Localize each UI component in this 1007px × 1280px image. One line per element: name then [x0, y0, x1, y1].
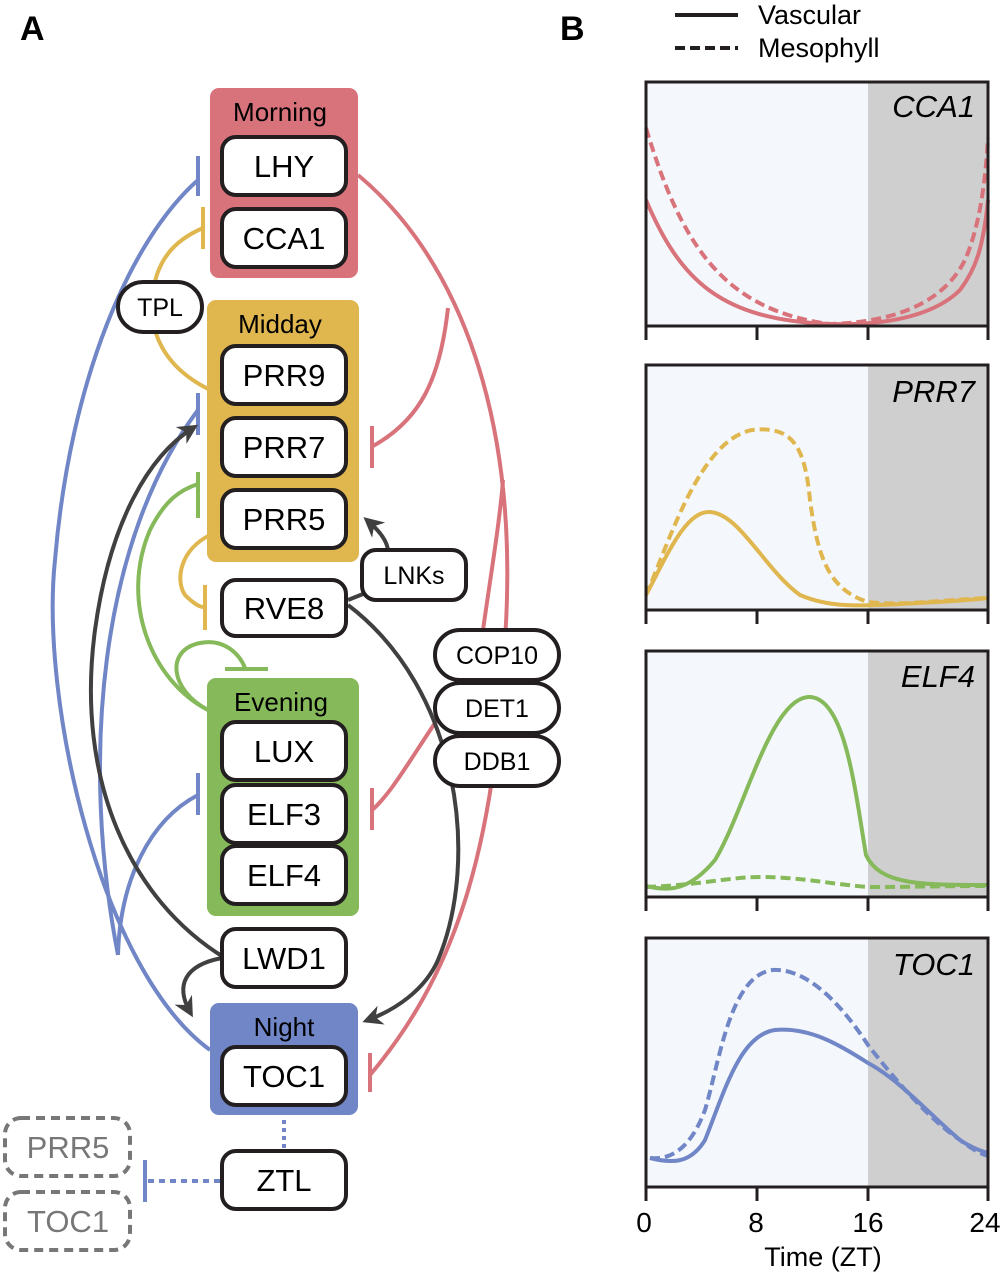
chart-prr7: PRR7 — [644, 363, 990, 624]
edge-rve8-toc1 — [346, 603, 461, 1025]
label-rve8: RVE8 — [244, 591, 324, 626]
label-prr5: PRR5 — [243, 502, 326, 537]
node-cop10 — [433, 628, 561, 682]
chart-legend: Vascular Mesophyll — [675, 0, 880, 63]
light-period-bg — [646, 651, 868, 897]
label-prr7: PRR7 — [243, 430, 326, 465]
chart-toc1: TOC1 — [644, 936, 990, 1201]
edge-prr5-rve8 — [178, 533, 211, 609]
dark-period-bg — [868, 365, 988, 610]
ghost-node-toc1 — [3, 1190, 132, 1252]
node-cca1 — [220, 207, 348, 269]
elf4-vascular-line — [645, 694, 989, 891]
edge-toc1-lhy — [50, 178, 212, 1052]
chart-title-cca1: CCA1 — [892, 89, 975, 124]
x-tick-8: 8 — [748, 1207, 764, 1238]
plot-frame — [644, 649, 990, 899]
plot-frame — [644, 80, 990, 328]
node-lhy — [220, 135, 348, 197]
group-midday-label: Midday — [238, 309, 322, 339]
node-prr7 — [220, 416, 348, 478]
chart-title-prr7: PRR7 — [892, 374, 976, 409]
node-lwd1 — [220, 927, 348, 989]
group-night-label: Night — [254, 1012, 315, 1042]
panel-b-letter: B — [560, 10, 585, 48]
label-det1: DET1 — [465, 695, 529, 723]
edge-evening-self — [174, 640, 247, 712]
label-cca1: CCA1 — [243, 221, 326, 256]
plot-frame — [644, 363, 990, 612]
node-lnks — [360, 548, 468, 602]
edge-morning-prr7 — [372, 307, 450, 448]
label-lhy: LHY — [254, 149, 314, 184]
elf4-mesophyll-line — [645, 874, 989, 890]
node-lux — [220, 720, 348, 782]
label-tpl: TPL — [137, 294, 183, 322]
label-lux: LUX — [254, 734, 315, 769]
label-lnks: LNKs — [383, 562, 444, 590]
node-elf3 — [220, 783, 348, 845]
label-ghost-prr5: PRR5 — [27, 1130, 110, 1165]
node-prr9 — [220, 344, 348, 406]
ghost-node-prr5 — [3, 1116, 132, 1178]
legend-vascular: Vascular — [758, 0, 861, 30]
chart-cca1: CCA1 — [644, 80, 990, 340]
light-period-bg — [646, 365, 868, 610]
x-axis-title: Time (ZT) — [764, 1242, 881, 1272]
label-ghost-toc1: TOC1 — [27, 1204, 109, 1239]
node-rve8 — [220, 578, 348, 638]
gene-nodes — [116, 135, 561, 1211]
node-prr5 — [220, 488, 348, 550]
label-cop10: COP10 — [456, 642, 538, 670]
edge-lwd1-prr7 — [88, 424, 227, 960]
edge-toc1-prr7 — [97, 408, 200, 956]
toc1-mesophyll-line — [649, 967, 989, 1161]
x-tick-16: 16 — [852, 1207, 883, 1238]
chart-elf4: ELF4 — [644, 649, 990, 911]
edge-cop10-elf3 — [370, 718, 439, 812]
label-lwd1: LWD1 — [242, 941, 326, 976]
node-det1 — [433, 681, 561, 735]
x-axis: 0 8 16 24 Time (ZT) — [636, 1207, 1000, 1272]
light-period-bg — [646, 82, 868, 326]
label-elf3: ELF3 — [247, 797, 321, 832]
network-edges — [50, 156, 510, 1202]
node-ddb1 — [433, 734, 561, 788]
group-morning-label: Morning — [233, 97, 327, 127]
gene-labels: LHY CCA1 PRR9 PRR7 PRR5 RVE8 LUX ELF3 EL… — [27, 149, 538, 1239]
legend-mesophyll: Mesophyll — [758, 33, 880, 63]
node-ztl — [220, 1149, 348, 1211]
edge-evening-prr5 — [136, 482, 209, 712]
dark-period-bg — [868, 82, 988, 326]
x-tick-0: 0 — [636, 1207, 652, 1238]
panel-a-letter: A — [20, 10, 45, 48]
label-ztl: ZTL — [256, 1163, 311, 1198]
x-tick-24: 24 — [969, 1207, 1000, 1238]
plot-frame — [644, 936, 990, 1189]
prr7-mesophyll-line — [644, 427, 989, 606]
dark-period-bg — [868, 651, 988, 897]
prr7-vascular-line — [644, 510, 989, 608]
label-elf4: ELF4 — [247, 858, 321, 893]
label-ddb1: DDB1 — [464, 748, 531, 776]
node-toc1 — [220, 1045, 348, 1107]
group-evening-label: Evening — [234, 687, 328, 717]
ghost-nodes — [3, 1116, 132, 1252]
chart-title-toc1: TOC1 — [893, 947, 975, 982]
label-prr9: PRR9 — [243, 358, 326, 393]
chart-title-elf4: ELF4 — [901, 659, 975, 694]
node-elf4 — [220, 844, 348, 906]
label-toc1: TOC1 — [243, 1059, 325, 1094]
cca1-vascular-line — [644, 199, 990, 327]
node-tpl — [116, 280, 204, 334]
cca1-mesophyll-line — [644, 127, 990, 327]
edge-lwd1-toc1 — [174, 956, 223, 1018]
edge-cop10-up — [481, 479, 505, 631]
edge-toc1-elf3 — [116, 793, 199, 956]
